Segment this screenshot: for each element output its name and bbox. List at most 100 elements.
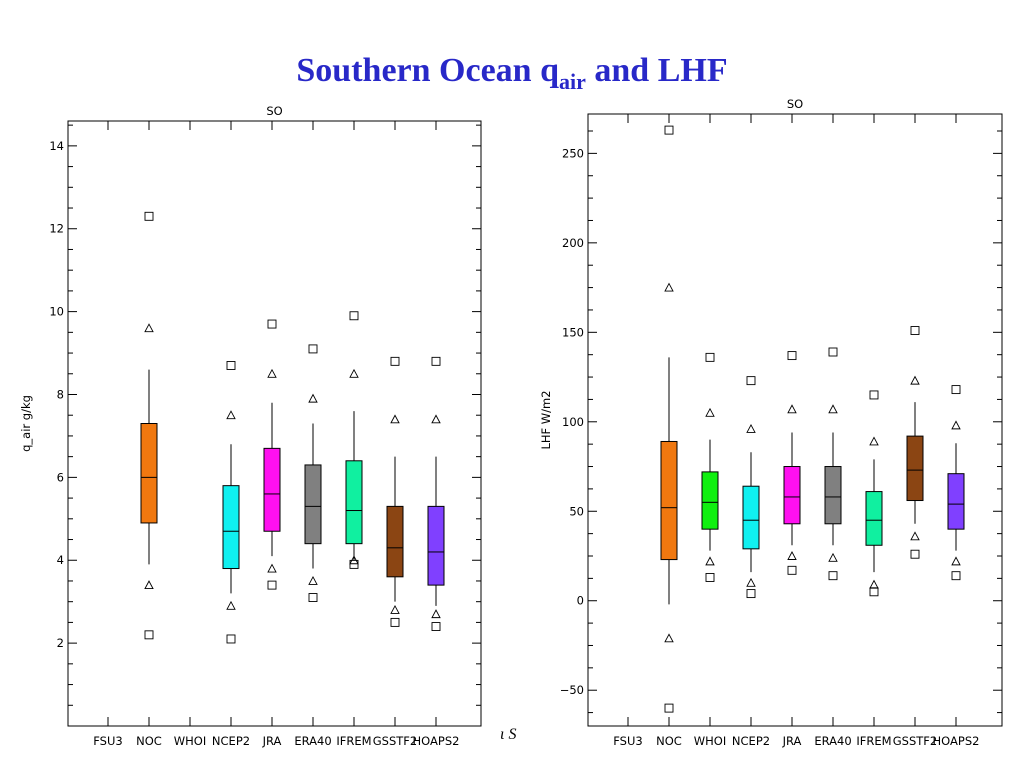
triangle-marker-low <box>390 605 400 614</box>
x-tick-label: FSU3 <box>613 734 642 748</box>
box-jra <box>263 447 281 532</box>
triangle-marker-low <box>144 580 154 590</box>
y-tick-label: 6 <box>57 470 64 484</box>
triangle-marker-high <box>226 410 236 420</box>
triangle-marker-low <box>308 576 318 585</box>
triangle-marker-low <box>431 609 441 619</box>
x-tick-label: HOAPS2 <box>413 734 460 748</box>
y-axis-label: LHF W/m2 <box>539 390 553 449</box>
triangle-marker-high <box>390 414 400 424</box>
square-marker-high <box>664 125 674 135</box>
x-tick-label: FSU3 <box>93 734 122 748</box>
x-tick-label: WHOI <box>694 734 726 748</box>
triangle-marker-low <box>267 563 277 573</box>
panel-title: SO <box>266 104 282 118</box>
square-marker-high <box>951 385 961 395</box>
square-marker-low <box>787 565 797 575</box>
triangle-marker-high <box>787 404 797 414</box>
x-tick-label: GSSTF2 <box>893 734 937 748</box>
x-tick-label: NOC <box>136 734 162 748</box>
triangle-marker-high <box>746 423 756 433</box>
plot-frame <box>67 120 482 727</box>
triangle-marker-low <box>869 579 879 589</box>
square-marker-high <box>746 376 756 386</box>
square-marker-low <box>705 573 715 582</box>
x-tick-label: JRA <box>782 734 802 748</box>
y-tick-label: 0 <box>577 594 584 608</box>
x-tick-label: NCEP2 <box>212 734 250 748</box>
square-marker-low <box>664 703 674 713</box>
y-tick-label: 100 <box>562 415 584 429</box>
x-tick-label: IFREM <box>856 734 891 748</box>
box-ncep2 <box>742 485 760 550</box>
square-marker-low <box>390 617 400 627</box>
triangle-marker-high <box>828 404 838 414</box>
triangle-marker-high <box>664 282 674 292</box>
y-tick-label: 50 <box>569 504 584 518</box>
box-gsstf2 <box>906 435 924 502</box>
square-marker-low <box>144 630 154 640</box>
y-tick-label: −50 <box>560 683 584 697</box>
triangle-marker-high <box>349 368 359 378</box>
triangle-marker-high <box>308 393 318 403</box>
y-tick-label: 200 <box>562 236 584 250</box>
y-tick-label: 8 <box>57 387 64 401</box>
x-tick-label: JRA <box>262 734 282 748</box>
square-marker-high <box>431 356 441 366</box>
box-gsstf2 <box>386 505 404 578</box>
square-marker-high <box>226 361 236 370</box>
panel-title: SO <box>787 97 803 111</box>
x-tick-label: HOAPS2 <box>933 734 980 748</box>
x-tick-label: ERA40 <box>814 734 851 748</box>
square-marker-high <box>787 351 797 361</box>
y-tick-label: 10 <box>49 305 64 319</box>
square-marker-high <box>267 319 277 329</box>
triangle-marker-high <box>267 368 277 378</box>
plot-frame <box>587 113 1003 727</box>
slide-title: Southern Ocean qair and LHF <box>0 52 1024 95</box>
square-marker-high <box>869 390 879 400</box>
triangle-marker-low <box>910 531 920 541</box>
square-marker-high <box>308 344 318 354</box>
square-marker-high <box>828 347 838 357</box>
box-jra <box>783 466 801 525</box>
box-era40 <box>304 464 322 545</box>
box-noc <box>660 440 678 561</box>
title-subscript: air <box>558 68 586 94</box>
title-main: Southern Ocean q <box>296 52 559 89</box>
box-ncep2 <box>222 485 240 570</box>
square-marker-high <box>910 326 920 335</box>
box-whoi <box>701 471 719 530</box>
triangle-marker-low <box>705 556 715 566</box>
triangle-marker-high <box>869 436 879 446</box>
box-noc <box>140 423 158 524</box>
y-tick-label: 250 <box>562 146 584 160</box>
triangle-marker-high <box>910 375 920 385</box>
y-axis-label: q_air g/kg <box>19 395 33 452</box>
triangle-marker-high <box>705 407 715 417</box>
x-tick-label: NCEP2 <box>732 734 770 748</box>
x-tick-label: NOC <box>656 734 682 748</box>
square-marker-low <box>431 622 441 631</box>
x-tick-label: IFREM <box>336 734 371 748</box>
x-tick-label: ERA40 <box>294 734 331 748</box>
y-tick-label: 14 <box>49 139 64 153</box>
y-tick-label: 4 <box>57 553 64 567</box>
y-tick-label: 2 <box>57 636 64 650</box>
triangle-marker-high <box>951 420 961 430</box>
square-marker-high <box>144 211 154 221</box>
square-marker-low <box>869 587 879 597</box>
x-tick-label: WHOI <box>174 734 206 748</box>
triangle-marker-low <box>226 600 236 610</box>
box-ifrem <box>865 491 883 546</box>
triangle-marker-high <box>431 414 441 424</box>
title-tail: and LHF <box>585 52 728 89</box>
triangle-marker-low <box>951 556 961 566</box>
box-ifrem <box>345 460 363 545</box>
box-era40 <box>824 466 842 525</box>
triangle-marker-low <box>828 552 838 562</box>
square-marker-high <box>705 352 715 362</box>
square-marker-low <box>746 589 756 599</box>
stray-text: ι S <box>500 726 517 743</box>
